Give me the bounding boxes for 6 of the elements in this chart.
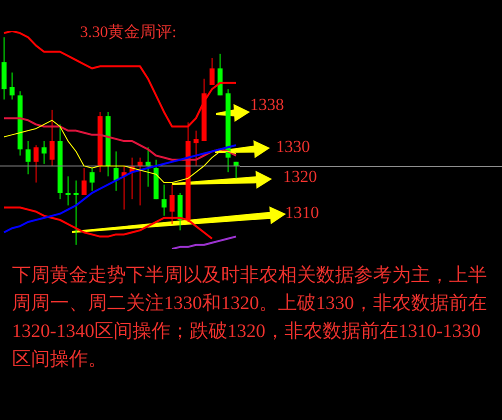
chart-title: 3.30黄金周评: (80, 22, 176, 43)
text: 1310 (285, 203, 319, 222)
text: 1330 (276, 137, 310, 156)
text: 下周黄金走势下半周以及时非农相关数据参考为主，上半周周一、周二关注1330和1320。上破1330，非农数据前在1320-1340区间操作；跌破1320，非农数据前在1310-1330区间操作。 (12, 264, 488, 372)
text: 1338 (250, 95, 284, 114)
text: 1320 (283, 167, 317, 186)
